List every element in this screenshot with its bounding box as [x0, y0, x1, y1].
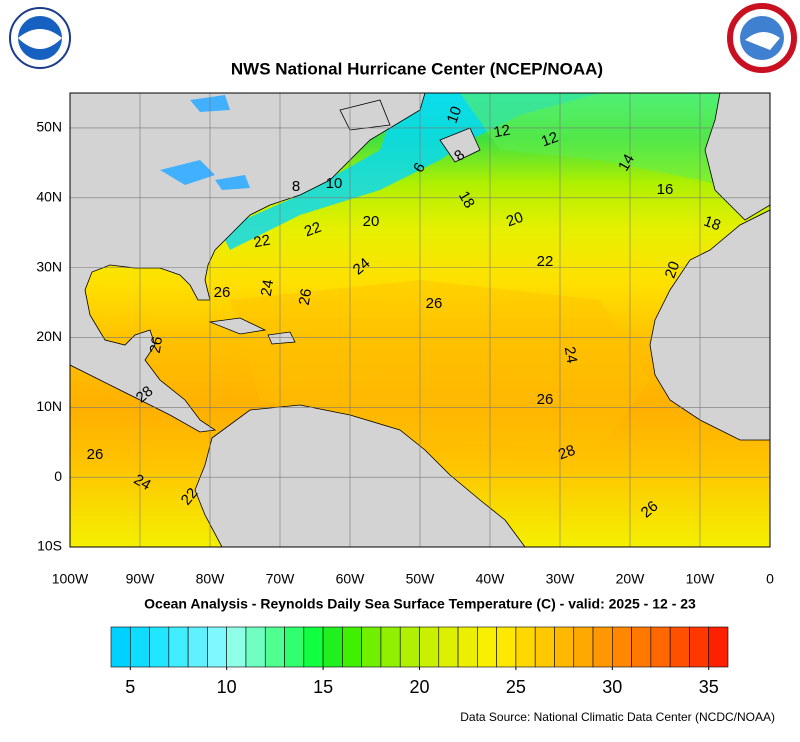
green-water — [460, 93, 770, 200]
lon-label: 100W — [52, 571, 89, 587]
contour-label: 8 — [292, 178, 300, 195]
colorbar-label: 10 — [217, 677, 237, 697]
contour-label: 24 — [258, 278, 278, 297]
colorbar-label: 15 — [313, 677, 333, 697]
contour-label: 20 — [504, 209, 525, 231]
colorbar: 5 10 15 20 25 30 35 — [110, 626, 729, 697]
colorbar-cell — [592, 626, 613, 668]
colorbar-cell — [322, 626, 343, 668]
colorbar-cell — [515, 626, 536, 668]
colorbar-cell — [245, 626, 266, 668]
noaa-logo — [9, 7, 71, 69]
colorbar-cell — [708, 626, 729, 668]
cold-water — [220, 93, 600, 250]
contour-label: 18 — [701, 213, 722, 235]
contour-label: 18 — [455, 188, 478, 211]
colorbar-cell — [380, 626, 401, 668]
contour-label: 10 — [444, 104, 466, 125]
contour-label: 26 — [537, 391, 554, 408]
colorbar-cell — [650, 626, 671, 668]
lon-label: 10W — [686, 571, 716, 587]
contour-label: 26 — [147, 335, 167, 354]
source: Data Source: National Climatic Data Cent… — [460, 710, 775, 724]
colorbar-cell — [438, 626, 459, 668]
colorbar-cell — [399, 626, 420, 668]
colorbar-cell — [361, 626, 382, 668]
contour-label: 16 — [657, 181, 674, 198]
contour-label: 24 — [131, 471, 154, 494]
lon-label: 50W — [406, 571, 436, 587]
contour-label: 22 — [252, 232, 271, 252]
contour-label: 26 — [426, 295, 443, 312]
lon-label: 80W — [196, 571, 226, 587]
colorbar-label: 25 — [506, 677, 526, 697]
contour-label: 12 — [539, 129, 560, 151]
colorbar-cell — [457, 626, 478, 668]
colorbar-cell — [149, 626, 170, 668]
nws-logo — [727, 3, 797, 73]
contour-label: 22 — [537, 253, 554, 270]
subtitle: Ocean Analysis - Reynolds Daily Sea Surf… — [144, 596, 696, 612]
colorbar-cell — [264, 626, 285, 668]
contour-label: 28 — [556, 442, 577, 464]
lat-label: 10S — [37, 538, 62, 554]
colorbar-cell — [226, 626, 247, 668]
colorbar-cell — [110, 626, 131, 668]
colorbar-cell — [631, 626, 652, 668]
lat-label: 30N — [36, 258, 62, 274]
grid — [70, 93, 770, 547]
colorbar-cell — [612, 626, 632, 668]
lon-label: 30W — [546, 571, 576, 587]
contour-label: 26 — [296, 287, 316, 306]
land — [70, 93, 770, 547]
lat-label: 50N — [36, 119, 62, 135]
lon-label: 0 — [766, 571, 774, 587]
contour-label: 22 — [302, 219, 323, 241]
contour-label: 26 — [214, 284, 231, 301]
colorbar-cell — [187, 626, 208, 668]
colorbar-cell — [496, 626, 517, 668]
lon-label: 70W — [266, 571, 296, 587]
contour-label: 12 — [492, 122, 511, 142]
colorbar-cell — [284, 626, 305, 668]
contour-label: 20 — [363, 213, 380, 230]
axis-labels: 100W 90W 80W 70W 60W 50W 40W 30W 20W 10W 0 10S 0 10N 2… — [36, 119, 774, 587]
lat-label: 40N — [36, 188, 62, 204]
contour-label: 10 — [326, 175, 343, 192]
colorbar-cell — [342, 626, 362, 668]
lon-label: 90W — [126, 571, 156, 587]
lon-label: 20W — [616, 571, 646, 587]
lat-label: 20N — [36, 328, 62, 344]
lon-label: 40W — [476, 571, 506, 587]
colorbar-cell — [573, 626, 594, 668]
contour-label: 20 — [662, 259, 684, 280]
colorbar-cell — [303, 626, 324, 668]
lat-label: 10N — [36, 398, 62, 414]
colorbar-cell — [419, 626, 440, 668]
colorbar-cell — [689, 626, 710, 668]
colorbar-cell — [669, 626, 690, 668]
contour-label: 24 — [561, 345, 581, 364]
colorbar-cell — [477, 626, 497, 668]
colorbar-label: 30 — [602, 677, 622, 697]
colorbar-cell — [129, 626, 150, 668]
contour-label: 26 — [87, 446, 104, 463]
colorbar-label: 5 — [125, 677, 135, 697]
contour-label: 14 — [615, 151, 638, 174]
colorbar-cell — [534, 626, 555, 668]
colorbar-cell — [207, 626, 227, 668]
map-frame — [69, 92, 771, 548]
lon-label: 60W — [336, 571, 366, 587]
lat-label: 0 — [54, 468, 62, 484]
colorbar-cell — [168, 626, 189, 668]
colorbar-cell — [554, 626, 575, 668]
colorbar-label: 20 — [409, 677, 429, 697]
title: NWS National Hurricane Center (NCEP/NOAA… — [231, 59, 603, 78]
colorbar-label: 35 — [699, 677, 719, 697]
